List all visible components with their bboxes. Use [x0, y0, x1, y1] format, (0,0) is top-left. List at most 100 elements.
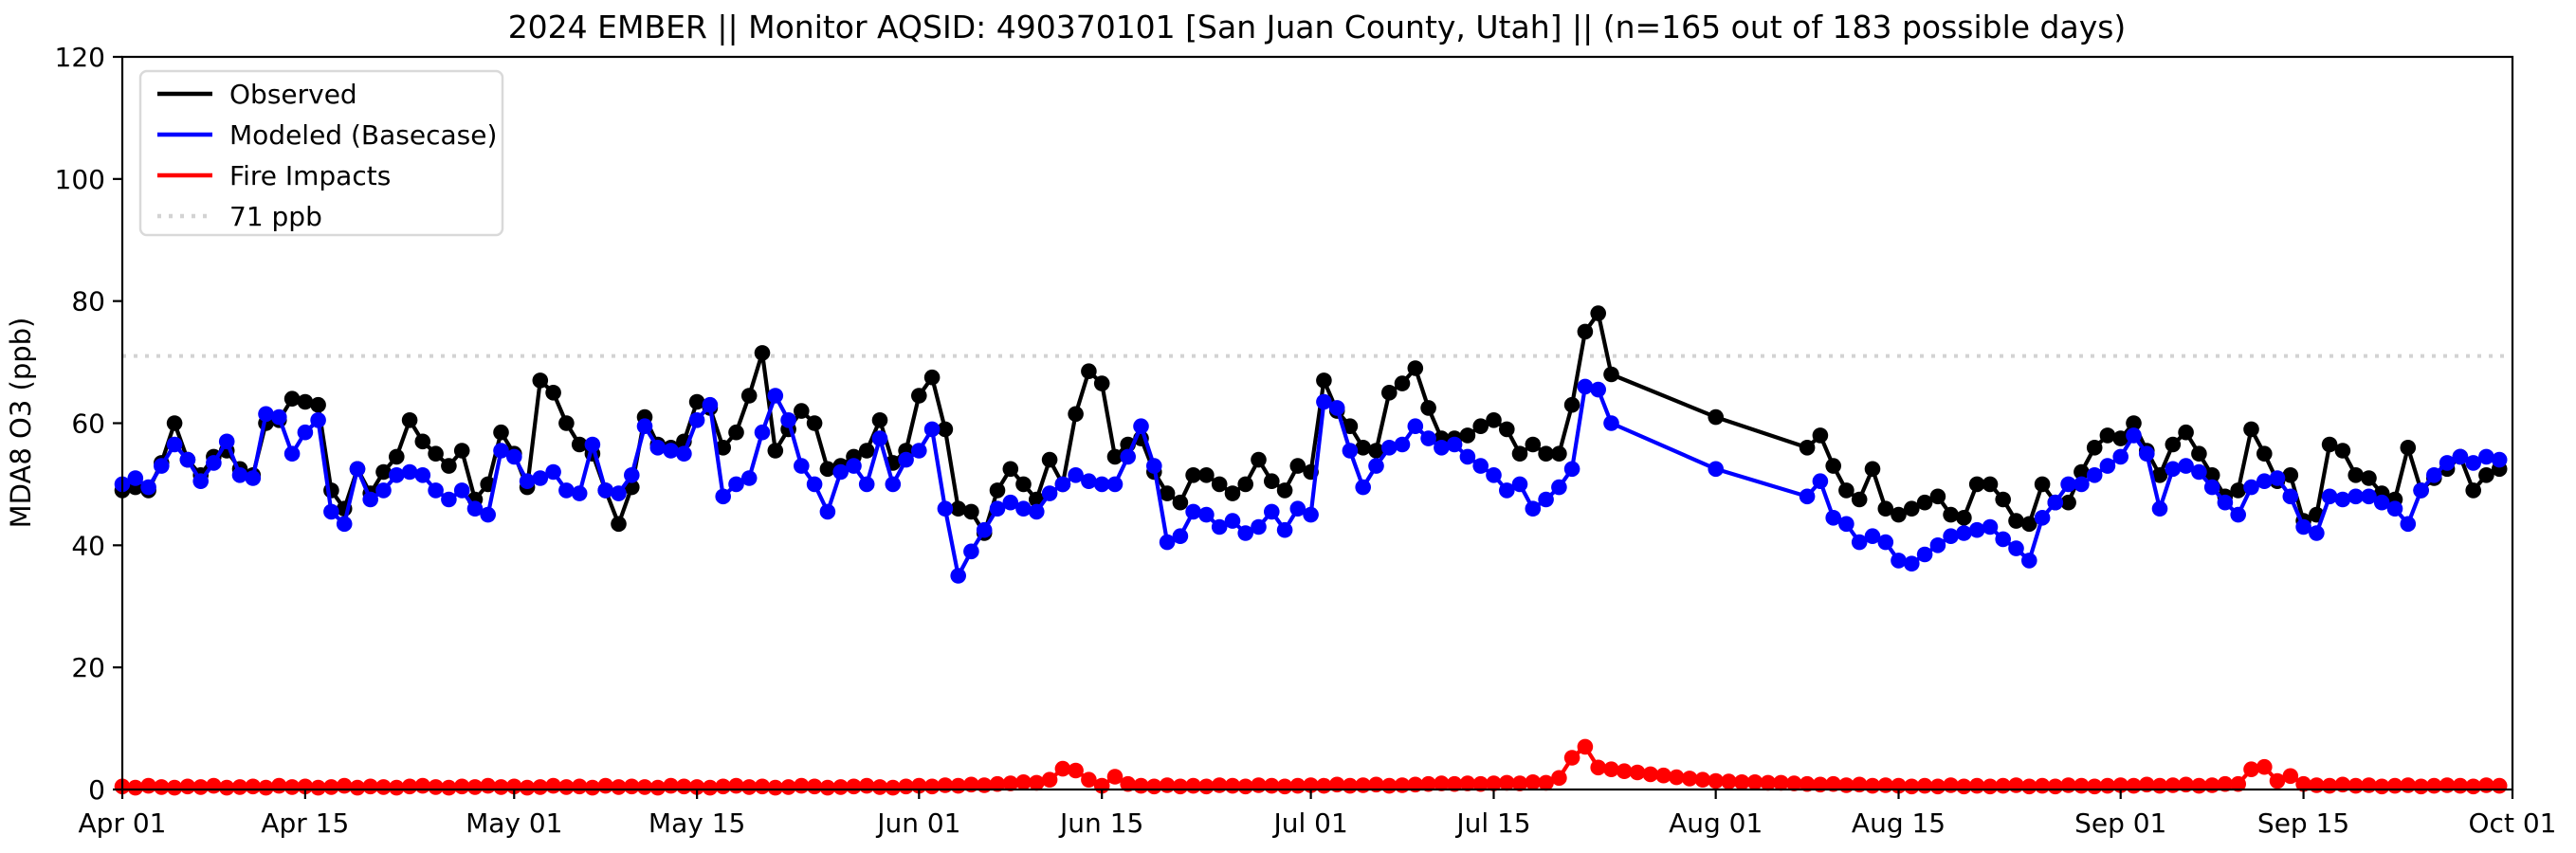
data-point-marker — [1995, 491, 2011, 508]
data-point-marker — [1381, 440, 1398, 456]
data-point-marker — [2426, 467, 2442, 483]
data-point-marker — [611, 516, 627, 533]
data-point-marker — [2126, 427, 2142, 444]
data-point-marker — [624, 467, 640, 483]
data-point-marker — [1708, 772, 1724, 789]
data-point-marker — [2478, 467, 2494, 483]
data-point-marker — [2243, 421, 2259, 438]
data-point-marker — [871, 412, 888, 428]
data-point-marker — [2165, 436, 2182, 453]
data-point-marker — [649, 440, 667, 456]
data-point-marker — [441, 491, 457, 508]
data-point-marker — [911, 388, 927, 404]
data-point-marker — [794, 403, 810, 419]
data-point-marker — [283, 445, 301, 463]
data-point-marker — [2269, 470, 2286, 486]
data-point-marker — [310, 396, 326, 413]
data-point-marker — [1002, 494, 1019, 511]
data-point-marker — [1838, 482, 1854, 499]
data-point-marker — [1511, 476, 1528, 493]
chart-title: 2024 EMBER || Monitor AQSID: 490370101 [… — [508, 9, 2127, 45]
data-point-marker — [1015, 476, 1032, 493]
data-point-marker — [1276, 521, 1293, 538]
data-point-marker — [1563, 396, 1580, 413]
data-point-marker — [2321, 488, 2338, 505]
data-point-marker — [166, 436, 183, 453]
data-point-marker — [1825, 458, 1841, 474]
data-point-marker — [989, 482, 1006, 499]
data-point-marker — [1459, 448, 1476, 465]
data-point-marker — [1968, 521, 1985, 538]
data-point-marker — [1499, 421, 1515, 438]
data-point-marker — [2230, 506, 2246, 523]
data-point-marker — [2191, 463, 2207, 481]
data-point-marker — [2112, 448, 2128, 465]
data-point-marker — [2203, 479, 2220, 496]
data-point-marker — [1538, 774, 1554, 791]
data-point-marker — [1459, 427, 1476, 444]
data-point-marker — [2400, 516, 2417, 533]
data-point-marker — [950, 568, 966, 584]
data-point-marker — [1486, 467, 1502, 483]
data-point-marker — [1159, 534, 1176, 551]
data-point-marker — [1995, 531, 2011, 548]
data-point-marker — [127, 779, 144, 796]
data-point-marker — [1812, 427, 1829, 444]
data-point-marker — [1328, 400, 1345, 416]
data-point-marker — [297, 424, 314, 441]
data-point-marker — [558, 415, 575, 431]
data-point-marker — [2074, 463, 2090, 481]
data-point-marker — [2060, 494, 2076, 511]
data-point-marker — [819, 779, 836, 796]
data-point-marker — [466, 779, 484, 795]
data-point-marker — [1420, 400, 1436, 416]
data-point-marker — [2047, 494, 2064, 511]
data-point-marker — [1864, 528, 1881, 544]
data-point-marker — [885, 779, 902, 796]
data-point-marker — [1511, 445, 1528, 463]
data-point-marker — [2086, 440, 2103, 456]
data-point-marker — [545, 463, 561, 481]
data-point-marker — [2491, 451, 2508, 468]
data-point-marker — [1394, 375, 1411, 391]
data-point-marker — [1929, 537, 1946, 554]
data-point-marker — [271, 408, 287, 426]
data-point-marker — [923, 369, 941, 386]
data-point-marker — [1342, 418, 1359, 435]
data-point-marker — [1172, 494, 1189, 511]
x-tick-label: Sep 15 — [2257, 808, 2349, 839]
data-point-marker — [2139, 445, 2155, 463]
x-axis-ticks: Apr 01 Apr 15 May 01 May 15 Jun 01 Jun 15 Jul … — [79, 789, 2556, 839]
data-point-marker — [1434, 775, 1450, 791]
data-point-marker — [1982, 476, 1999, 493]
data-point-marker — [2112, 430, 2128, 446]
data-point-marker — [780, 779, 796, 795]
data-point-marker — [688, 412, 705, 428]
data-point-marker — [1916, 494, 1933, 511]
data-point-marker — [1891, 506, 1907, 523]
data-point-marker — [1289, 500, 1306, 517]
data-point-marker — [1106, 769, 1124, 785]
data-point-marker — [414, 467, 431, 483]
data-point-marker — [2060, 476, 2076, 493]
data-point-marker — [767, 388, 784, 404]
data-point-marker — [2321, 436, 2338, 453]
data-point-marker — [532, 372, 549, 389]
data-point-marker — [871, 779, 888, 795]
data-point-marker — [937, 421, 954, 438]
data-point-marker — [1733, 774, 1750, 790]
data-point-marker — [192, 473, 209, 489]
data-point-marker — [1407, 418, 1424, 435]
data-point-marker — [1956, 525, 1972, 541]
data-point-marker — [1054, 476, 1071, 493]
data-point-marker — [611, 485, 627, 501]
data-point-marker — [1916, 546, 1933, 563]
data-point-marker — [2348, 488, 2364, 505]
data-point-marker — [636, 418, 653, 435]
legend-label: Observed — [229, 79, 357, 110]
x-tick-label: Jun 15 — [1058, 808, 1143, 839]
data-point-marker — [401, 463, 418, 481]
data-point-marker — [571, 485, 588, 501]
data-point-marker — [728, 476, 744, 493]
y-tick-label: 0 — [88, 774, 105, 806]
